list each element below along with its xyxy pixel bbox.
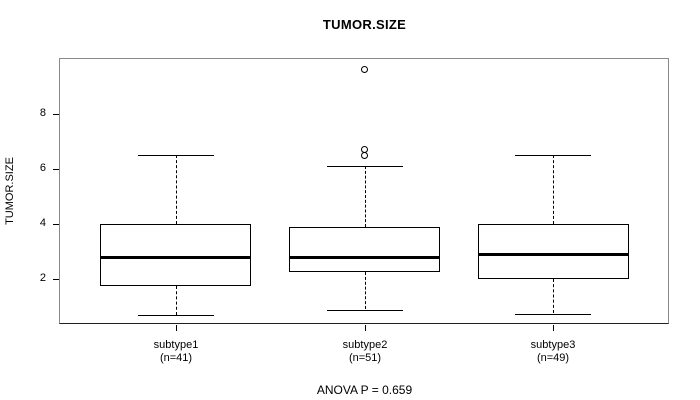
y-tick-label: 8 <box>39 107 46 119</box>
group-label-subtype3: subtype3 (n=49) <box>483 339 623 365</box>
chart-title: TUMOR.SIZE <box>322 17 407 32</box>
group-label-subtype1: subtype1 (n=41) <box>106 339 246 365</box>
y-axis-label: TUMOR.SIZE <box>4 157 16 225</box>
y-tick-label: 4 <box>39 217 46 229</box>
group-name: subtype2 <box>342 339 388 351</box>
x-axis-tick <box>553 325 554 331</box>
group-n: (n=51) <box>348 352 382 364</box>
group-name: subtype3 <box>530 339 576 351</box>
group-label-subtype2: subtype2 (n=51) <box>295 339 435 365</box>
y-tick-label: 6 <box>39 162 46 174</box>
x-axis-tick <box>365 325 366 331</box>
group-n: (n=41) <box>159 352 193 364</box>
group-name: subtype1 <box>153 339 199 351</box>
y-tick-label: 2 <box>39 272 46 284</box>
plot-area <box>59 58 669 324</box>
group-n: (n=49) <box>536 352 570 364</box>
anova-annotation: ANOVA P = 0.659 <box>316 383 413 397</box>
x-axis-tick <box>176 325 177 331</box>
